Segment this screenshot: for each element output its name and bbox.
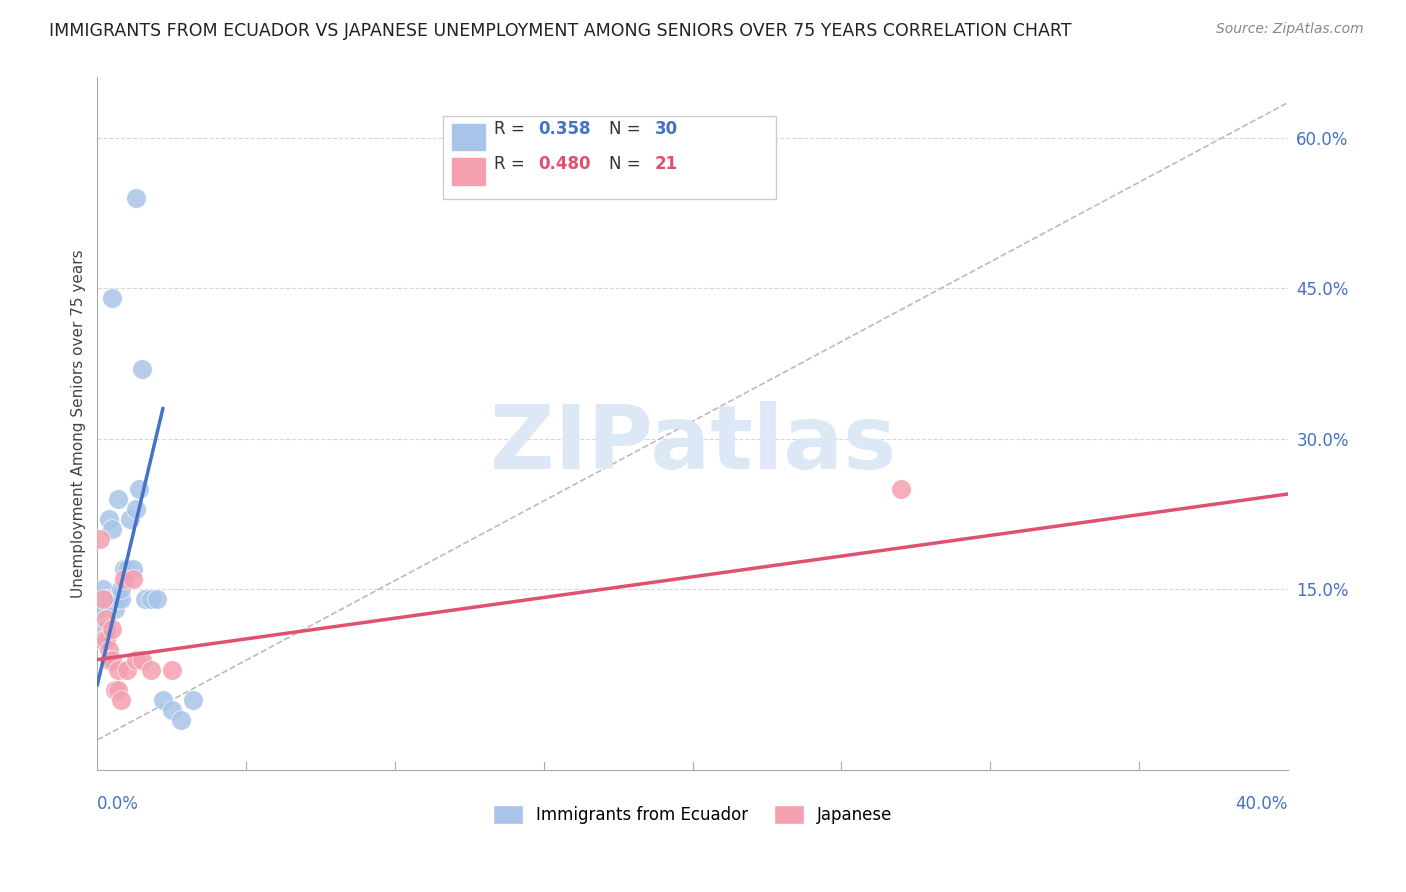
Point: [112, 572, 135, 586]
Point: [98, 592, 121, 607]
Text: 21: 21: [655, 155, 678, 173]
Point: [96, 632, 118, 647]
Text: 0.358: 0.358: [538, 120, 591, 138]
Point: [89, 632, 111, 647]
Text: 30: 30: [655, 120, 678, 138]
Point: [91, 592, 114, 607]
Text: ZIPatlas: ZIPatlas: [489, 401, 896, 488]
Point: [125, 502, 148, 516]
Point: [181, 692, 204, 706]
Text: 0.0%: 0.0%: [97, 795, 139, 814]
Point: [98, 642, 121, 657]
Text: R =: R =: [494, 155, 530, 173]
Point: [170, 713, 193, 727]
Point: [146, 592, 169, 607]
Point: [122, 572, 145, 586]
Text: N =: N =: [609, 155, 647, 173]
Point: [101, 291, 124, 305]
Point: [131, 361, 153, 376]
Point: [110, 692, 132, 706]
Point: [152, 692, 174, 706]
FancyBboxPatch shape: [453, 159, 485, 185]
Point: [91, 582, 114, 597]
Point: [115, 663, 138, 677]
Point: [98, 512, 121, 526]
Point: [139, 592, 162, 607]
Point: [120, 512, 142, 526]
Point: [115, 562, 138, 576]
Point: [125, 652, 148, 666]
Point: [101, 623, 124, 637]
FancyBboxPatch shape: [443, 116, 776, 199]
Point: [160, 703, 183, 717]
Point: [89, 602, 111, 616]
Point: [125, 191, 148, 205]
Point: [96, 592, 118, 607]
Text: 40.0%: 40.0%: [1236, 795, 1288, 814]
Point: [112, 562, 135, 576]
Point: [96, 612, 118, 626]
Point: [104, 592, 127, 607]
Point: [107, 663, 129, 677]
Point: [96, 623, 118, 637]
Point: [131, 652, 153, 666]
Point: [128, 482, 150, 496]
Point: [107, 491, 129, 506]
Point: [101, 522, 124, 536]
Point: [110, 592, 132, 607]
Point: [139, 663, 162, 677]
Y-axis label: Unemployment Among Seniors over 75 years: Unemployment Among Seniors over 75 years: [72, 250, 86, 598]
Point: [890, 482, 912, 496]
Point: [101, 652, 124, 666]
Point: [107, 682, 129, 697]
Point: [122, 562, 145, 576]
Point: [104, 682, 127, 697]
Text: IMMIGRANTS FROM ECUADOR VS JAPANESE UNEMPLOYMENT AMONG SENIORS OVER 75 YEARS COR: IMMIGRANTS FROM ECUADOR VS JAPANESE UNEM…: [49, 22, 1071, 40]
Point: [107, 592, 129, 607]
FancyBboxPatch shape: [453, 124, 485, 150]
Point: [110, 582, 132, 597]
Point: [91, 632, 114, 647]
Legend: Immigrants from Ecuador, Japanese: Immigrants from Ecuador, Japanese: [494, 805, 893, 824]
Point: [134, 592, 156, 607]
Point: [89, 532, 111, 546]
Point: [98, 652, 121, 666]
Point: [104, 602, 127, 616]
Text: 0.480: 0.480: [538, 155, 591, 173]
Point: [160, 663, 183, 677]
Text: R =: R =: [494, 120, 530, 138]
Text: Source: ZipAtlas.com: Source: ZipAtlas.com: [1216, 22, 1364, 37]
Text: N =: N =: [609, 120, 647, 138]
